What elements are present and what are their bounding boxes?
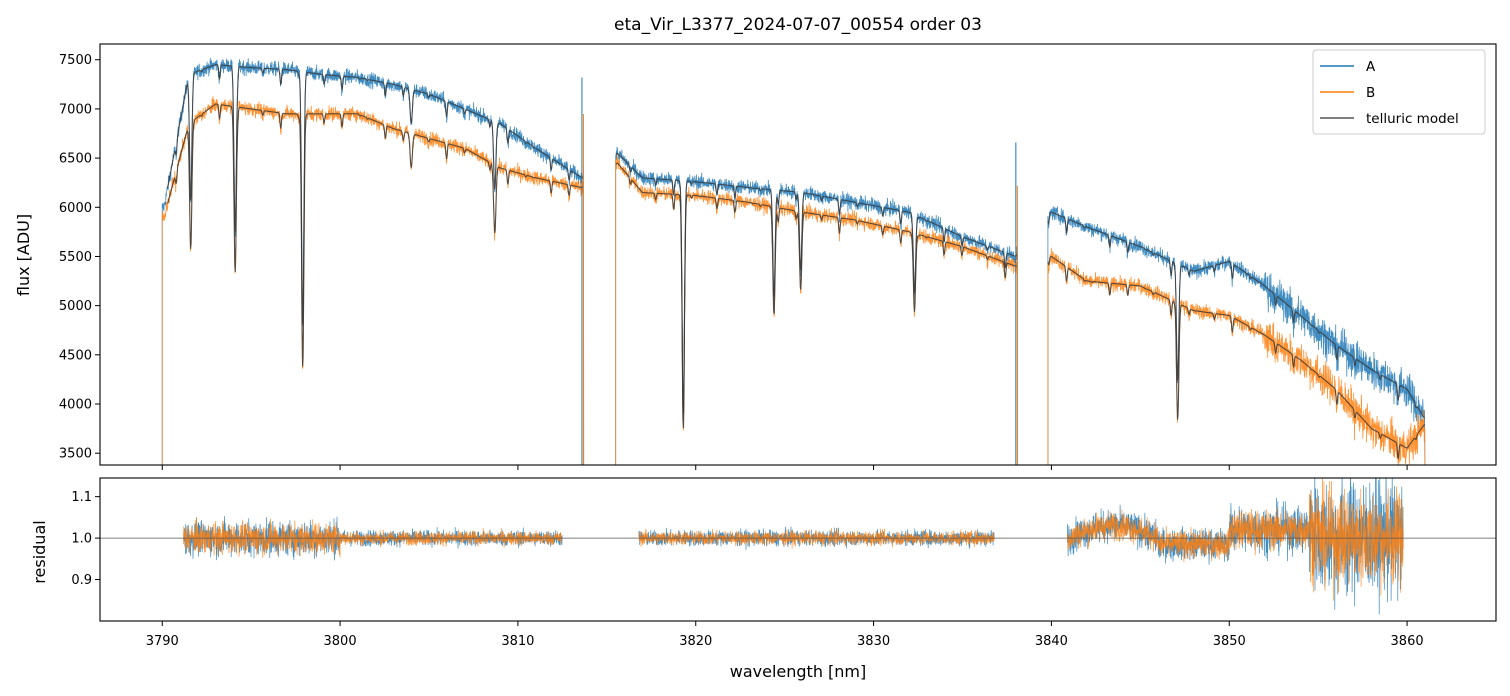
residual-x-tick-label: 3860: [1391, 634, 1424, 649]
flux-y-tick-label: 6000: [59, 201, 92, 216]
chart-title: eta_Vir_L3377_2024-07-07_00554 order 03: [614, 15, 982, 35]
residual-x-tick-label: 3830: [857, 634, 890, 649]
residual-y-tick-label: 1.1: [71, 490, 92, 505]
series-a-line: [161, 57, 1426, 465]
residual-x-tick-label: 3820: [679, 634, 712, 649]
residual-y-axis-label: residual: [30, 520, 49, 583]
flux-y-tick-label: 5000: [59, 299, 92, 314]
flux-x-ticks: [161, 465, 1408, 470]
legend-label-b: B: [1366, 85, 1375, 101]
flux-y-tick-label: 7000: [59, 102, 92, 117]
residual-b-line: [183, 478, 1404, 601]
flux-y-tick-label: 6500: [59, 152, 92, 167]
flux-panel: 3500 4000 4500 5000 5500 6000 6500 7000 7500 flu…: [14, 43, 1497, 470]
legend-label-a: A: [1366, 59, 1376, 75]
residual-x-tick-label: 3810: [501, 634, 534, 649]
residual-plot-area: [100, 478, 1496, 615]
legend-box: [1312, 49, 1486, 135]
flux-y-tick-label: 3500: [59, 447, 92, 462]
residual-x-tick-label: 3790: [146, 634, 179, 649]
legend-label-model: telluric model: [1366, 111, 1459, 127]
residual-y-tick-label: 0.9: [71, 573, 92, 588]
flux-y-tick-label: 7500: [59, 53, 92, 68]
residual-x-tick-label: 3840: [1035, 634, 1068, 649]
residual-panel: 0.9 1.0 1.1 3790 3800 3810 3820 3830 3840 3850 38…: [30, 477, 1497, 681]
flux-y-axis-label: flux [ADU]: [14, 214, 33, 296]
x-axis-label: wavelength [nm]: [730, 662, 867, 681]
legend: A B telluric model: [1312, 49, 1486, 135]
residual-axes-frame: [99, 477, 1497, 622]
residual-x-ticks: 3790 3800 3810 3820 3830 3840 3850 3860: [146, 621, 1424, 649]
flux-y-tick-label: 4000: [59, 398, 92, 413]
series-b-line: [161, 96, 1426, 465]
flux-y-tick-label: 5500: [59, 250, 92, 265]
flux-plot-area: [161, 57, 1426, 465]
flux-axes-frame: [99, 43, 1497, 466]
flux-y-tick-label: 4500: [59, 348, 92, 363]
residual-x-tick-label: 3800: [324, 634, 357, 649]
residual-x-tick-label: 3850: [1213, 634, 1246, 649]
flux-y-ticks: 3500 4000 4500 5000 5500 6000 6500 7000 7500: [59, 53, 100, 462]
residual-y-tick-label: 1.0: [71, 532, 92, 547]
telluric-model-line-b: [167, 103, 1425, 460]
residual-y-ticks: 0.9 1.0 1.1: [71, 490, 100, 588]
